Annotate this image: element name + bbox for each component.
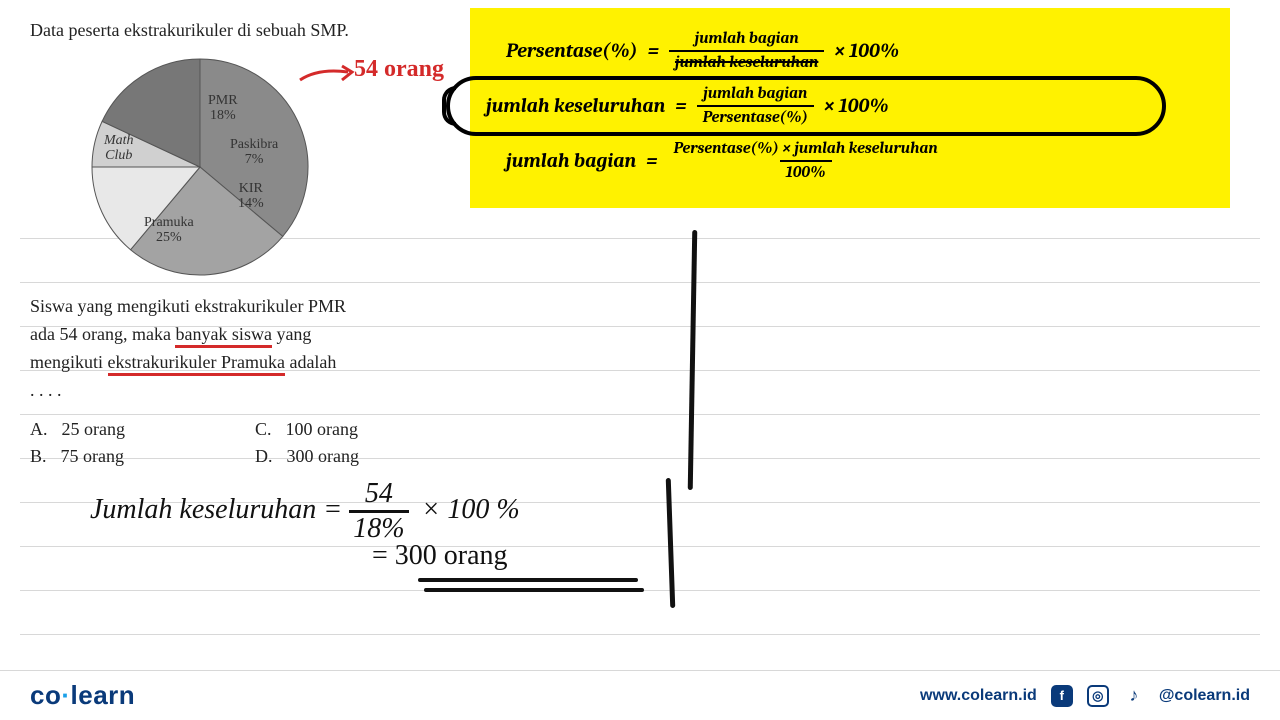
option-d: D.300 orang xyxy=(255,446,450,467)
question-text: Siswa yang mengikuti ekstrakurikuler PMR… xyxy=(30,293,450,405)
handwriting-line2: = 300 orang xyxy=(372,540,638,582)
footer-handle: @colearn.id xyxy=(1159,687,1250,705)
problem-block: Data peserta ekstrakurikuler di sebuah S… xyxy=(30,20,450,467)
circle-highlight-tail xyxy=(442,86,456,126)
instagram-icon: ◎ xyxy=(1087,685,1109,707)
footer-right: www.colearn.id f ◎ ♪ @colearn.id xyxy=(920,685,1250,707)
footer-url: www.colearn.id xyxy=(920,687,1037,705)
option-b: B.75 orang xyxy=(30,446,225,467)
answer-options: A.25 orang C.100 orang B.75 orang D.300 … xyxy=(30,419,450,467)
divider-vertical-1 xyxy=(688,230,698,490)
annotation-text: 54 orang xyxy=(354,56,444,83)
formula-row-3: jumlah bagian = Persentase(%) × jumlah k… xyxy=(506,140,1208,181)
handwriting-line1: Jumlah keseluruhan = 54 18% × 100 % xyxy=(90,480,520,543)
double-underline xyxy=(418,578,638,582)
pie-label-pramuka: Pramuka25% xyxy=(144,215,194,246)
annotation-arrow xyxy=(298,62,358,92)
problem-title: Data peserta ekstrakurikuler di sebuah S… xyxy=(30,20,450,41)
q-line2-u: banyak siswa xyxy=(175,324,271,348)
option-c: C.100 orang xyxy=(255,419,450,440)
pie-chart: MathClub Pramuka25% KIR14% Paskibra7% PM… xyxy=(80,47,320,287)
option-a: A.25 orang xyxy=(30,419,225,440)
logo: co·learn xyxy=(30,680,135,711)
pie-label-kir: KIR14% xyxy=(238,181,264,212)
q-line2a: ada 54 orang, maka xyxy=(30,324,175,344)
circle-highlight xyxy=(446,76,1166,136)
facebook-icon: f xyxy=(1051,685,1073,707)
q-line2b: yang xyxy=(272,324,312,344)
q-line3a: mengikuti xyxy=(30,352,108,372)
divider-vertical-2 xyxy=(666,478,676,608)
formula-box: Persentase(%) = jumlah bagian jumlah kes… xyxy=(470,8,1230,208)
tiktok-icon: ♪ xyxy=(1123,685,1145,707)
q-line1: Siswa yang mengikuti ekstrakurikuler PMR xyxy=(30,296,346,316)
q-line3-u: ekstrakurikuler Pramuka xyxy=(108,352,285,376)
pie-label-paskibra: Paskibra7% xyxy=(230,137,278,168)
footer: co·learn www.colearn.id f ◎ ♪ @colearn.i… xyxy=(0,670,1280,720)
q-line3b: adalah xyxy=(285,352,336,372)
pie-label-mathclub: MathClub xyxy=(104,133,134,164)
pie-label-pmr: PMR18% xyxy=(208,93,238,124)
formula-row-1: Persentase(%) = jumlah bagian jumlah kes… xyxy=(506,30,1208,71)
q-dots: . . . . xyxy=(30,380,62,400)
